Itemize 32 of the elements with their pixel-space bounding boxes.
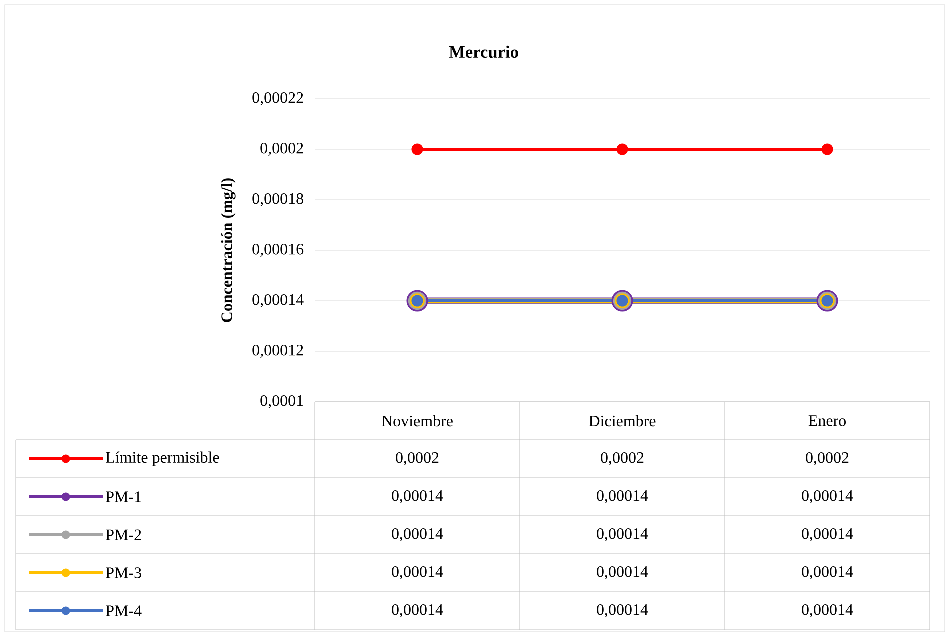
y-axis-title: Concentración (mg/l) <box>221 178 236 322</box>
data-label: 0,00014 <box>392 604 444 618</box>
data-label: 0,00014 <box>597 528 648 542</box>
data-label: 0,00014 <box>802 528 854 542</box>
legend-label: Límite permisible <box>106 452 220 466</box>
y-tick-label: 0,00012 <box>252 344 304 358</box>
data-label: 0,00014 <box>597 566 648 580</box>
legend-label: PM-4 <box>106 606 142 616</box>
y-tick-label: 0,00018 <box>252 193 304 207</box>
legend-label: PM-2 <box>106 530 142 540</box>
y-tick-label: 0,00014 <box>252 294 304 308</box>
data-label: 0,00014 <box>392 490 444 504</box>
data-label: 0,00014 <box>392 528 444 542</box>
data-label: 0,00014 <box>802 566 854 580</box>
data-label: 0,0002 <box>601 452 644 466</box>
data-label: 0,00014 <box>597 490 648 504</box>
y-tick-label: 0,0001 <box>260 395 304 409</box>
data-label: 0,00014 <box>802 604 854 618</box>
data-label: 0,00014 <box>802 490 854 504</box>
data-label: 0,00014 <box>392 566 444 580</box>
data-label: 0,00014 <box>597 604 648 618</box>
x-tick-label: Noviembre <box>382 415 453 427</box>
x-tick-label: Diciembre <box>589 415 656 427</box>
legend-label: PM-1 <box>106 492 142 502</box>
chart-title: Mercurio <box>449 46 518 58</box>
y-tick-label: 0,0002 <box>260 142 304 156</box>
y-tick-label: 0,00022 <box>252 92 304 106</box>
legend-label: PM-3 <box>106 568 142 578</box>
y-tick-label: 0,00016 <box>252 244 304 258</box>
x-tick-label: Enero <box>808 416 846 426</box>
data-label: 0,0002 <box>806 452 849 466</box>
data-label: 0,0002 <box>396 452 439 466</box>
